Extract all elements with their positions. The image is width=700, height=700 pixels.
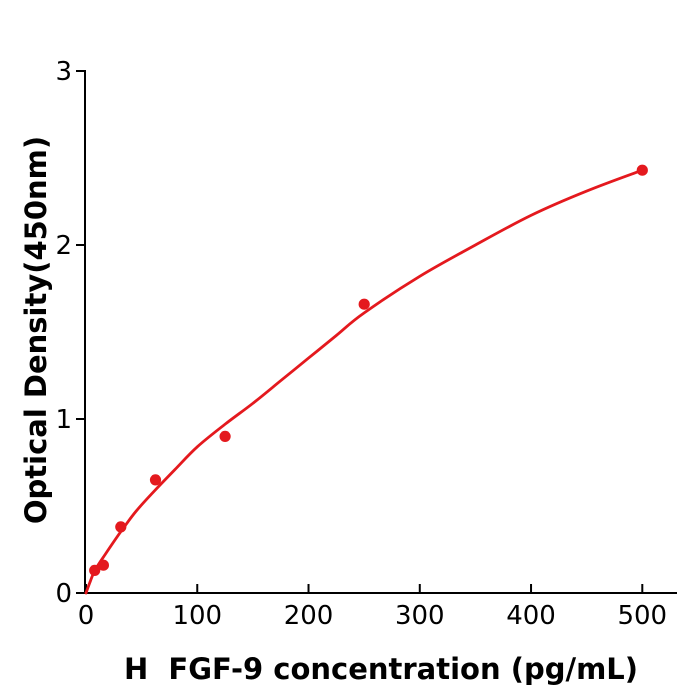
- x-tick-label: 100: [172, 601, 222, 631]
- data-point: [115, 521, 127, 533]
- x-axis-ticks: 0 100 200 300 400 500: [78, 584, 667, 631]
- data-points: [89, 164, 648, 577]
- data-point: [219, 430, 231, 442]
- y-axis-ticks: 0 1 2 3: [55, 57, 85, 609]
- y-tick-label: 2: [55, 231, 72, 261]
- x-tick-label: 300: [395, 601, 445, 631]
- fit-curve: [84, 168, 644, 595]
- x-tick-label: 0: [78, 601, 95, 631]
- y-tick-label: 1: [55, 405, 72, 435]
- x-axis-label: H FGF-9 concentration (pg/mL): [124, 652, 638, 686]
- x-tick-label: 500: [617, 601, 667, 631]
- y-tick-label: 0: [55, 579, 72, 609]
- data-point: [89, 564, 101, 577]
- x-tick-label: 200: [284, 601, 334, 631]
- y-tick-label: 3: [55, 57, 72, 87]
- data-point: [97, 559, 109, 571]
- y-axis-label: Optical Density(450nm): [19, 136, 53, 524]
- data-point: [358, 298, 370, 310]
- x-tick-label: 400: [506, 601, 556, 631]
- data-point: [149, 474, 162, 486]
- data-point: [636, 164, 648, 176]
- axes: [84, 70, 677, 594]
